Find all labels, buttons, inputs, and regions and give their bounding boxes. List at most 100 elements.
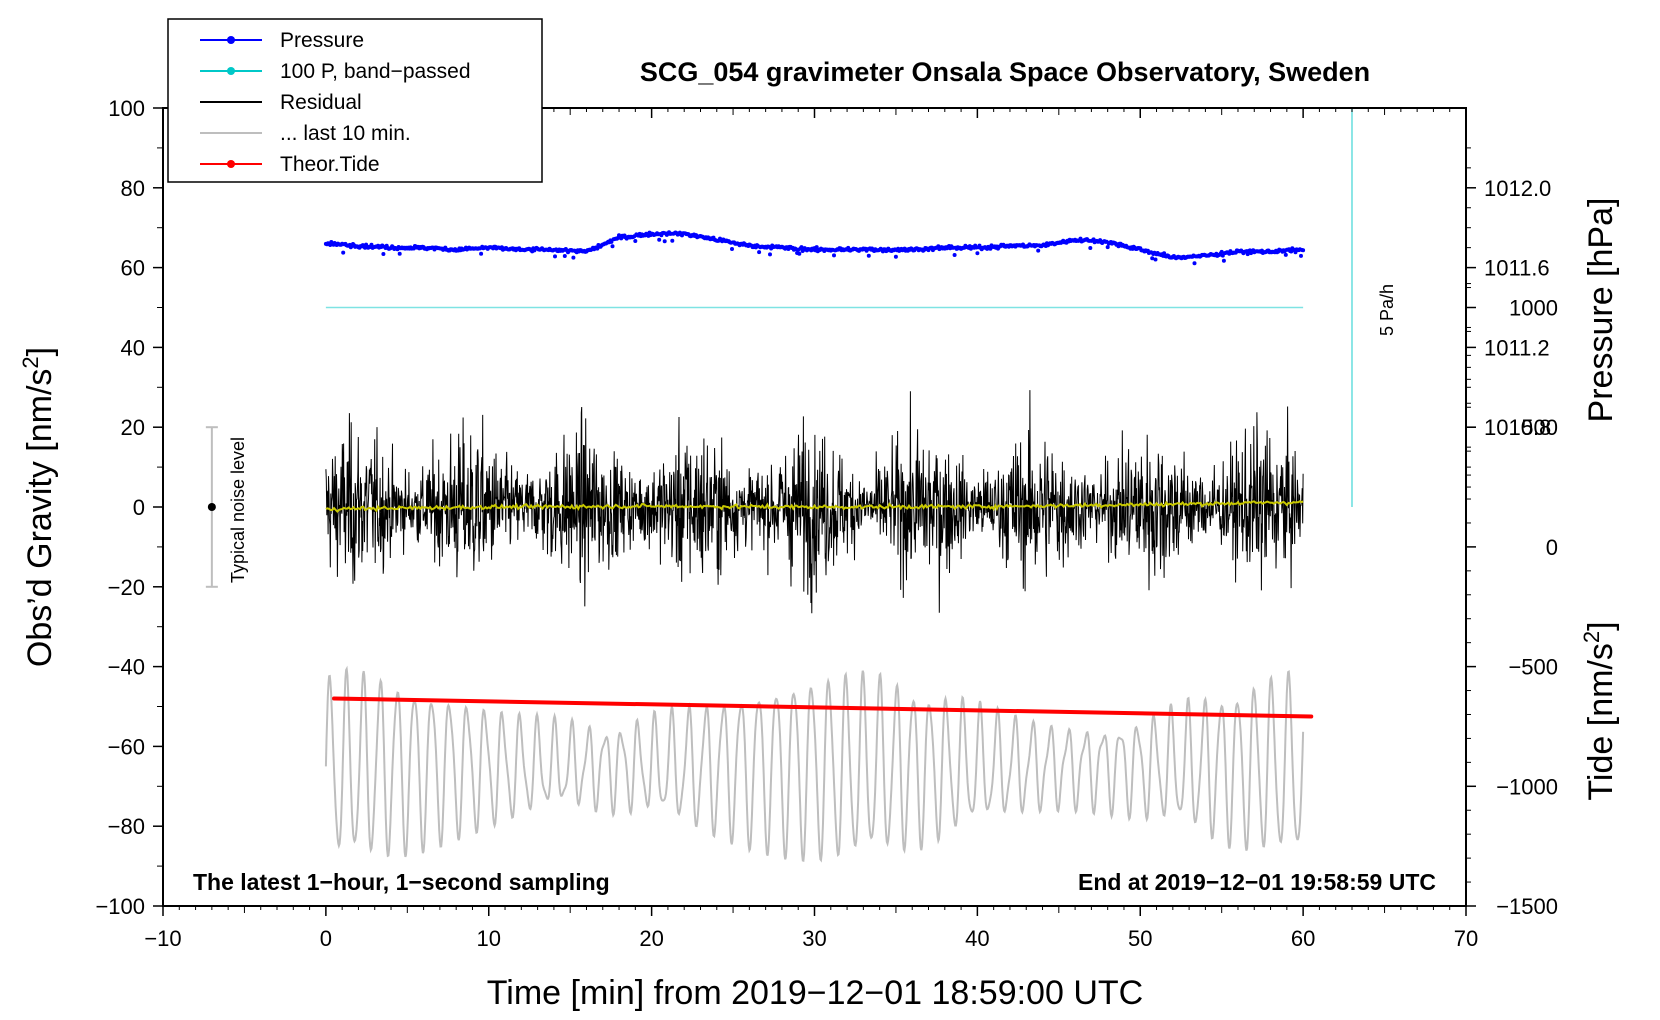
pressure-point <box>1153 257 1158 262</box>
pressure-point <box>553 254 557 259</box>
gravity-tick-label: 40 <box>121 335 145 360</box>
pressure-point <box>397 251 402 256</box>
legend: Pressure 100 P, band−passed Residual ... la… <box>167 18 543 183</box>
pressure-point <box>657 237 662 242</box>
pressure-point <box>1301 248 1306 253</box>
tide-tick-label: 500 <box>1521 415 1558 440</box>
gravity-axis-title-end: ] <box>21 347 59 356</box>
x-axis-title: Time [min] from 2019−12−01 18:59:00 UTC <box>487 974 1143 1012</box>
pressure-point <box>1192 261 1197 266</box>
pressure-series <box>323 230 1306 266</box>
tide-tick-label: 1000 <box>1509 296 1558 321</box>
gravity-tick-label: 20 <box>121 415 145 440</box>
gravity-tick-label: 80 <box>121 176 145 201</box>
legend-label: ... last 10 min. <box>280 122 411 145</box>
tide-tick-label: −1500 <box>1496 894 1558 919</box>
pressure-point <box>562 254 567 258</box>
pressure-point <box>479 251 484 256</box>
legend-box <box>167 18 543 183</box>
tide-tick-label: 0 <box>1546 535 1558 560</box>
tide-axis-title-end: ] <box>1582 621 1620 630</box>
legend-marker <box>227 67 235 75</box>
pressure-point <box>768 252 772 257</box>
pressure-point <box>797 251 802 256</box>
pressure-tick-label: 1011.6 <box>1484 256 1550 281</box>
pressure-point <box>662 239 667 244</box>
tide-axis-title: Tide [nm/s2] <box>1579 621 1620 800</box>
pressure-point <box>1088 246 1093 250</box>
gravity-axis-ticks: 100 80 60 40 20 0 −20 −40 −60 −80 −100 <box>95 96 163 919</box>
pressure-point <box>799 245 804 250</box>
legend-label: Pressure <box>280 29 364 52</box>
pressure-point <box>1299 253 1303 258</box>
pressure-point <box>832 253 836 258</box>
pressure-axis-title: Pressure [hPa] <box>1582 198 1620 423</box>
pressure-point <box>1245 252 1250 257</box>
pressure-point <box>952 253 957 257</box>
x-tick-label: 20 <box>639 926 663 951</box>
tide-axis-title-main: Tide [nm/s <box>1582 643 1620 800</box>
pressure-point <box>571 255 576 260</box>
pressure-point <box>633 239 638 243</box>
gravity-tick-label: −20 <box>108 575 145 600</box>
residual-series <box>325 390 1304 614</box>
smoothed-residual-line <box>325 500 1304 513</box>
pressure-point <box>609 239 614 244</box>
pressure-point <box>975 251 980 256</box>
gravity-tick-label: −100 <box>95 894 145 919</box>
theor-tide-line <box>332 696 1314 719</box>
x-tick-label: 40 <box>965 926 989 951</box>
pressure-point <box>1221 258 1226 263</box>
pressure-point <box>341 250 346 255</box>
gravity-tick-label: 60 <box>121 256 145 281</box>
gravity-tick-label: 100 <box>108 96 145 121</box>
gravity-tick-label: −60 <box>108 734 145 759</box>
pressure-point <box>866 253 871 258</box>
legend-entries: Pressure 100 P, band−passed Residual ... la… <box>200 29 471 176</box>
gravity-tick-label: −80 <box>108 814 145 839</box>
last-10-min-line <box>324 665 1305 863</box>
gravity-tick-label: −40 <box>108 655 145 680</box>
gravity-axis-title: Obs’d Gravity [nm/s2] <box>18 347 59 667</box>
legend-marker <box>227 36 235 44</box>
x-tick-label: 0 <box>320 926 332 951</box>
pressure-point <box>1283 252 1288 257</box>
pressure-point <box>610 244 615 249</box>
pressure-tick-label: 1012.0 <box>1484 176 1551 201</box>
gravity-tick-label: 0 <box>133 495 145 520</box>
residual-line <box>325 390 1304 614</box>
x-tick-label: 50 <box>1128 926 1152 951</box>
rate-label: 5 Pa/h <box>1377 284 1397 336</box>
pressure-tick-label: 1010.8 <box>1484 415 1551 440</box>
legend-label: Theor.Tide <box>280 153 380 176</box>
x-tick-label: 30 <box>802 926 826 951</box>
tide-axis-ticks: 1000 500 0 −500 −1000 −1500 <box>1466 283 1558 919</box>
x-tick-label: 10 <box>477 926 501 951</box>
pressure-tick-label: 1011.2 <box>1484 335 1550 360</box>
gravity-axis-title-sup: 2 <box>18 356 43 368</box>
pressure-point <box>1105 245 1110 250</box>
chart-title: SCG_054 gravimeter Onsala Space Observat… <box>640 57 1370 87</box>
noise-bar-center <box>207 503 216 511</box>
pressure-point <box>381 252 386 256</box>
x-tick-label: −10 <box>144 926 181 951</box>
footer-left: The latest 1−hour, 1−second sampling <box>193 869 610 895</box>
x-tick-label: 70 <box>1454 926 1478 951</box>
pressure-point <box>1219 249 1224 254</box>
last-10-min-series <box>324 665 1305 863</box>
theor-tide-series <box>332 696 1314 719</box>
gravity-axis-title-main: Obs’d Gravity [nm/s <box>21 369 59 668</box>
tide-tick-label: −1000 <box>1496 774 1558 799</box>
pressure-axis-ticks: 1012.0 1011.6 1011.2 1010.8 <box>1466 147 1551 488</box>
noise-level-label: Typical noise level <box>228 437 248 583</box>
smoothed-residual-series <box>325 500 1304 513</box>
pressure-point <box>1036 248 1041 253</box>
pressure-point <box>893 254 898 259</box>
pressure-point <box>730 247 734 251</box>
legend-label: 100 P, band−passed <box>280 60 471 83</box>
annotations <box>205 108 1353 588</box>
tide-axis-title-sup: 2 <box>1579 631 1604 643</box>
pressure-point <box>670 238 675 243</box>
pressure-point <box>1150 256 1155 261</box>
